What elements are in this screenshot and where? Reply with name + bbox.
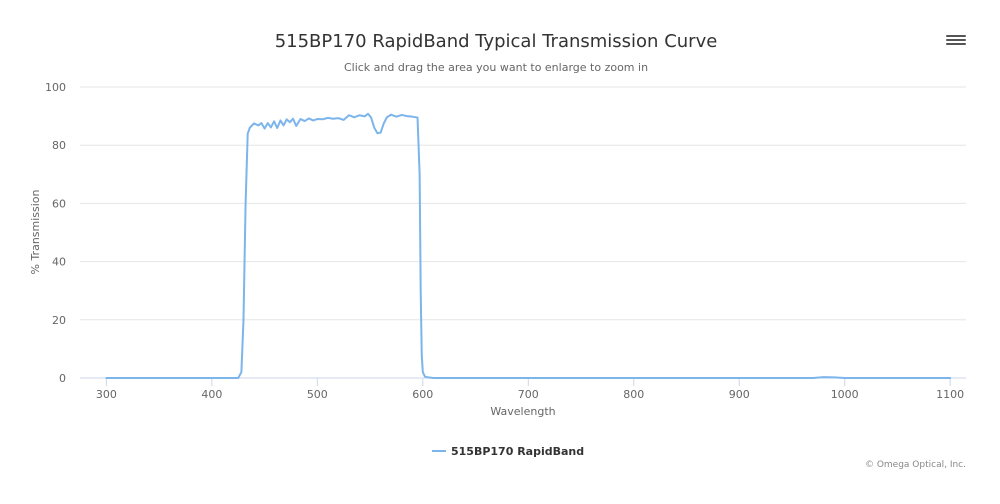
x-tick-label: 800 <box>623 388 644 401</box>
x-tick-label: 900 <box>729 388 750 401</box>
x-tick-label: 600 <box>412 388 433 401</box>
menu-bar <box>946 35 966 37</box>
x-tick-label: 1100 <box>936 388 964 401</box>
x-tick-label: 300 <box>96 388 117 401</box>
y-tick-label: 0 <box>59 372 66 385</box>
y-tick-label: 80 <box>52 139 66 152</box>
credits[interactable]: © Omega Optical, Inc. <box>865 460 966 470</box>
menu-bar <box>946 39 966 41</box>
y-axis-title: % Transmission <box>29 189 42 274</box>
hamburger-menu-icon[interactable] <box>944 33 968 53</box>
legend-series-label[interactable]: 515BP170 RapidBand <box>451 445 584 458</box>
x-tick-label: 700 <box>518 388 539 401</box>
x-axis-title: Wavelength <box>490 405 555 418</box>
series-layer <box>105 112 952 379</box>
chart-subtitle: Click and drag the area you want to enla… <box>344 61 648 74</box>
series-line[interactable] <box>105 112 952 379</box>
grid-lines <box>80 86 966 321</box>
chart-title: 515BP170 RapidBand Typical Transmission … <box>275 31 718 52</box>
y-tick-label: 100 <box>45 81 66 94</box>
x-tick-label: 1000 <box>831 388 859 401</box>
y-tick-label: 20 <box>52 314 66 327</box>
x-tick-label: 500 <box>307 388 328 401</box>
menu-bar <box>946 43 966 45</box>
x-tick-label: 400 <box>201 388 222 401</box>
y-tick-label: 40 <box>52 256 66 269</box>
legend[interactable]: 515BP170 RapidBand <box>432 445 584 458</box>
axes: 0 20 40 60 80 100 300 400 500 600 700 800 900 1000 110… <box>45 81 966 401</box>
y-tick-label: 60 <box>52 197 66 210</box>
